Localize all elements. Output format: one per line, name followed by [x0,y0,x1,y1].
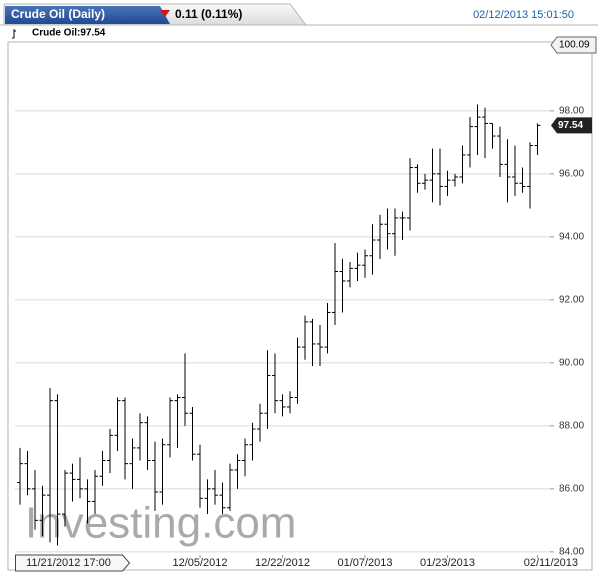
last-price-box [551,117,592,134]
crosshair-box [15,554,131,572]
timestamp: 02/12/2013 15:01:50 [473,9,574,21]
plot-frame [7,41,593,571]
y-tick-label: 86.00 [559,483,584,494]
crosshair-label: 11/21/2012 17:00 [26,557,111,569]
x-tick-label: 12/05/2012 [172,557,227,569]
top-value-label: 100.09 [559,40,590,51]
x-tick-label: 01/23/2013 [420,557,475,569]
y-tick-label: 88.00 [559,420,584,431]
top-value-box [550,36,597,54]
y-tick-label: 90.00 [559,357,584,368]
x-tick-label: 01/07/2013 [337,557,392,569]
y-tick-label: 96.00 [559,168,584,179]
y-tick-label: 94.00 [559,231,584,242]
y-tick-label: 84.00 [559,546,584,557]
grid [15,110,554,558]
legend-label: Crude Oil:97.54 [32,28,106,39]
x-tick-label: 12/22/2012 [255,557,310,569]
watermark: Investing.com [25,499,296,548]
y-tick-label: 92.00 [559,294,584,305]
down-arrow [160,10,170,17]
last-price-label: 97.54 [558,120,583,131]
title-tab [5,6,170,24]
labels: 84.00 86.00 88.00 90.00 92.00 94.00 96.00 98.00… [15,36,597,572]
change: 0.11 (0.11%) [175,7,242,21]
chart-title: Crude Oil (Daily) [11,7,105,21]
y-tick-label: 98.00 [559,105,584,116]
marks [17,104,541,546]
x-tick-label: 02/11/2013 [524,557,578,569]
legend-icon [12,29,16,39]
